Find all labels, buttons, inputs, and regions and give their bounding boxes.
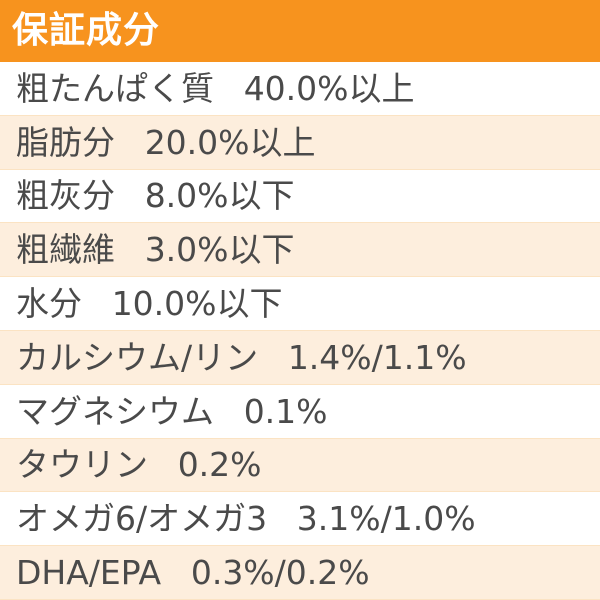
item-label: タウリン [16, 445, 148, 485]
list-item: 脂肪分 20.0%以上 [0, 115, 600, 170]
item-value: 0.2% [177, 445, 262, 485]
item-label: DHA/EPA [16, 553, 162, 593]
item-value: 3.1%/1.0% [296, 499, 476, 539]
analysis-list: 粗たんぱく質 40.0%以上 脂肪分 20.0%以上 粗灰分 8.0%以下 粗繊… [0, 62, 600, 600]
item-value: 20.0%以上 [144, 122, 316, 162]
list-item: 粗たんぱく質 40.0%以上 [0, 62, 600, 116]
item-value: 10.0%以下 [111, 284, 283, 324]
list-item: 粗繊維 3.0%以下 [0, 223, 600, 278]
item-label: 粗灰分 [16, 176, 115, 216]
item-value: 1.4%/1.1% [287, 337, 467, 377]
header-bar: 保証成分 [0, 0, 600, 62]
item-label: 粗たんぱく質 [16, 68, 214, 108]
item-value: 3.0%以下 [144, 230, 295, 270]
list-item: カルシウム/リン 1.4%/1.1% [0, 330, 600, 385]
item-label: カルシウム/リン [16, 337, 259, 377]
item-value: 8.0%以下 [144, 176, 295, 216]
item-value: 40.0%以上 [243, 68, 415, 108]
item-label: 脂肪分 [16, 122, 115, 162]
list-item: マグネシウム 0.1% [0, 384, 600, 439]
page-title: 保証成分 [12, 10, 161, 51]
list-item: DHA/EPA 0.3%/0.2% [0, 546, 600, 600]
list-item: 水分 10.0%以下 [0, 277, 600, 331]
item-value: 0.3%/0.2% [190, 553, 370, 593]
item-label: オメガ6/オメガ3 [16, 499, 268, 539]
list-item: 粗灰分 8.0%以下 [0, 169, 600, 224]
list-item: オメガ6/オメガ3 3.1%/1.0% [0, 492, 600, 547]
item-label: マグネシウム [16, 391, 214, 431]
item-label: 水分 [16, 284, 82, 324]
item-label: 粗繊維 [16, 230, 115, 270]
item-value: 0.1% [243, 391, 328, 431]
list-item: タウリン 0.2% [0, 438, 600, 493]
